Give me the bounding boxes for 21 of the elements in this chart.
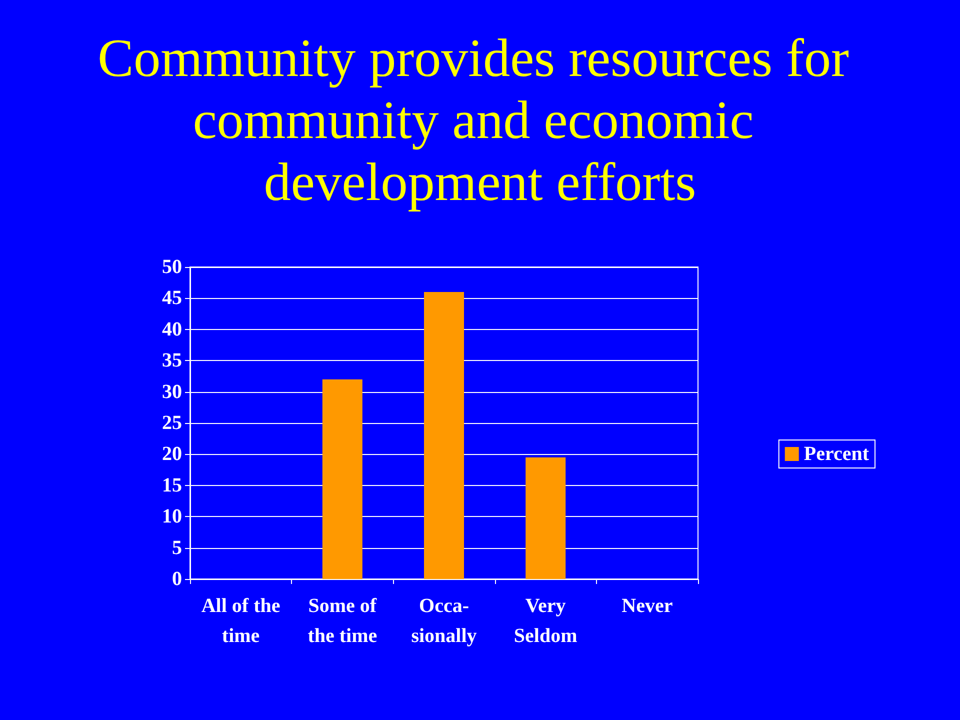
bar xyxy=(526,457,566,579)
chart-title: Community provides resources for community and economic development efforts xyxy=(98,28,862,212)
bar xyxy=(322,379,362,579)
y-tick-label: 30 xyxy=(162,380,182,403)
y-tick-label: 50 xyxy=(162,256,182,278)
y-tick-label: 0 xyxy=(172,568,182,590)
legend-label: Percent xyxy=(804,443,870,465)
y-tick-label: 25 xyxy=(162,412,182,434)
y-tick-label: 20 xyxy=(162,443,182,466)
x-tick-label: Very Seldom xyxy=(514,595,578,647)
y-tick-label: 40 xyxy=(162,318,182,340)
y-tick-label: 15 xyxy=(162,474,182,496)
bar xyxy=(424,292,464,579)
x-tick-label: Never xyxy=(622,595,673,617)
y-tick-label: 5 xyxy=(172,536,182,559)
y-tick-label: 45 xyxy=(162,287,182,310)
x-tick-label: All of the time xyxy=(201,595,280,647)
y-tick-label: 35 xyxy=(162,350,182,372)
y-tick-label: 10 xyxy=(162,506,182,528)
x-tick-label: Some of the time xyxy=(308,595,378,647)
x-tick-label: Occa- sionally xyxy=(411,595,477,647)
